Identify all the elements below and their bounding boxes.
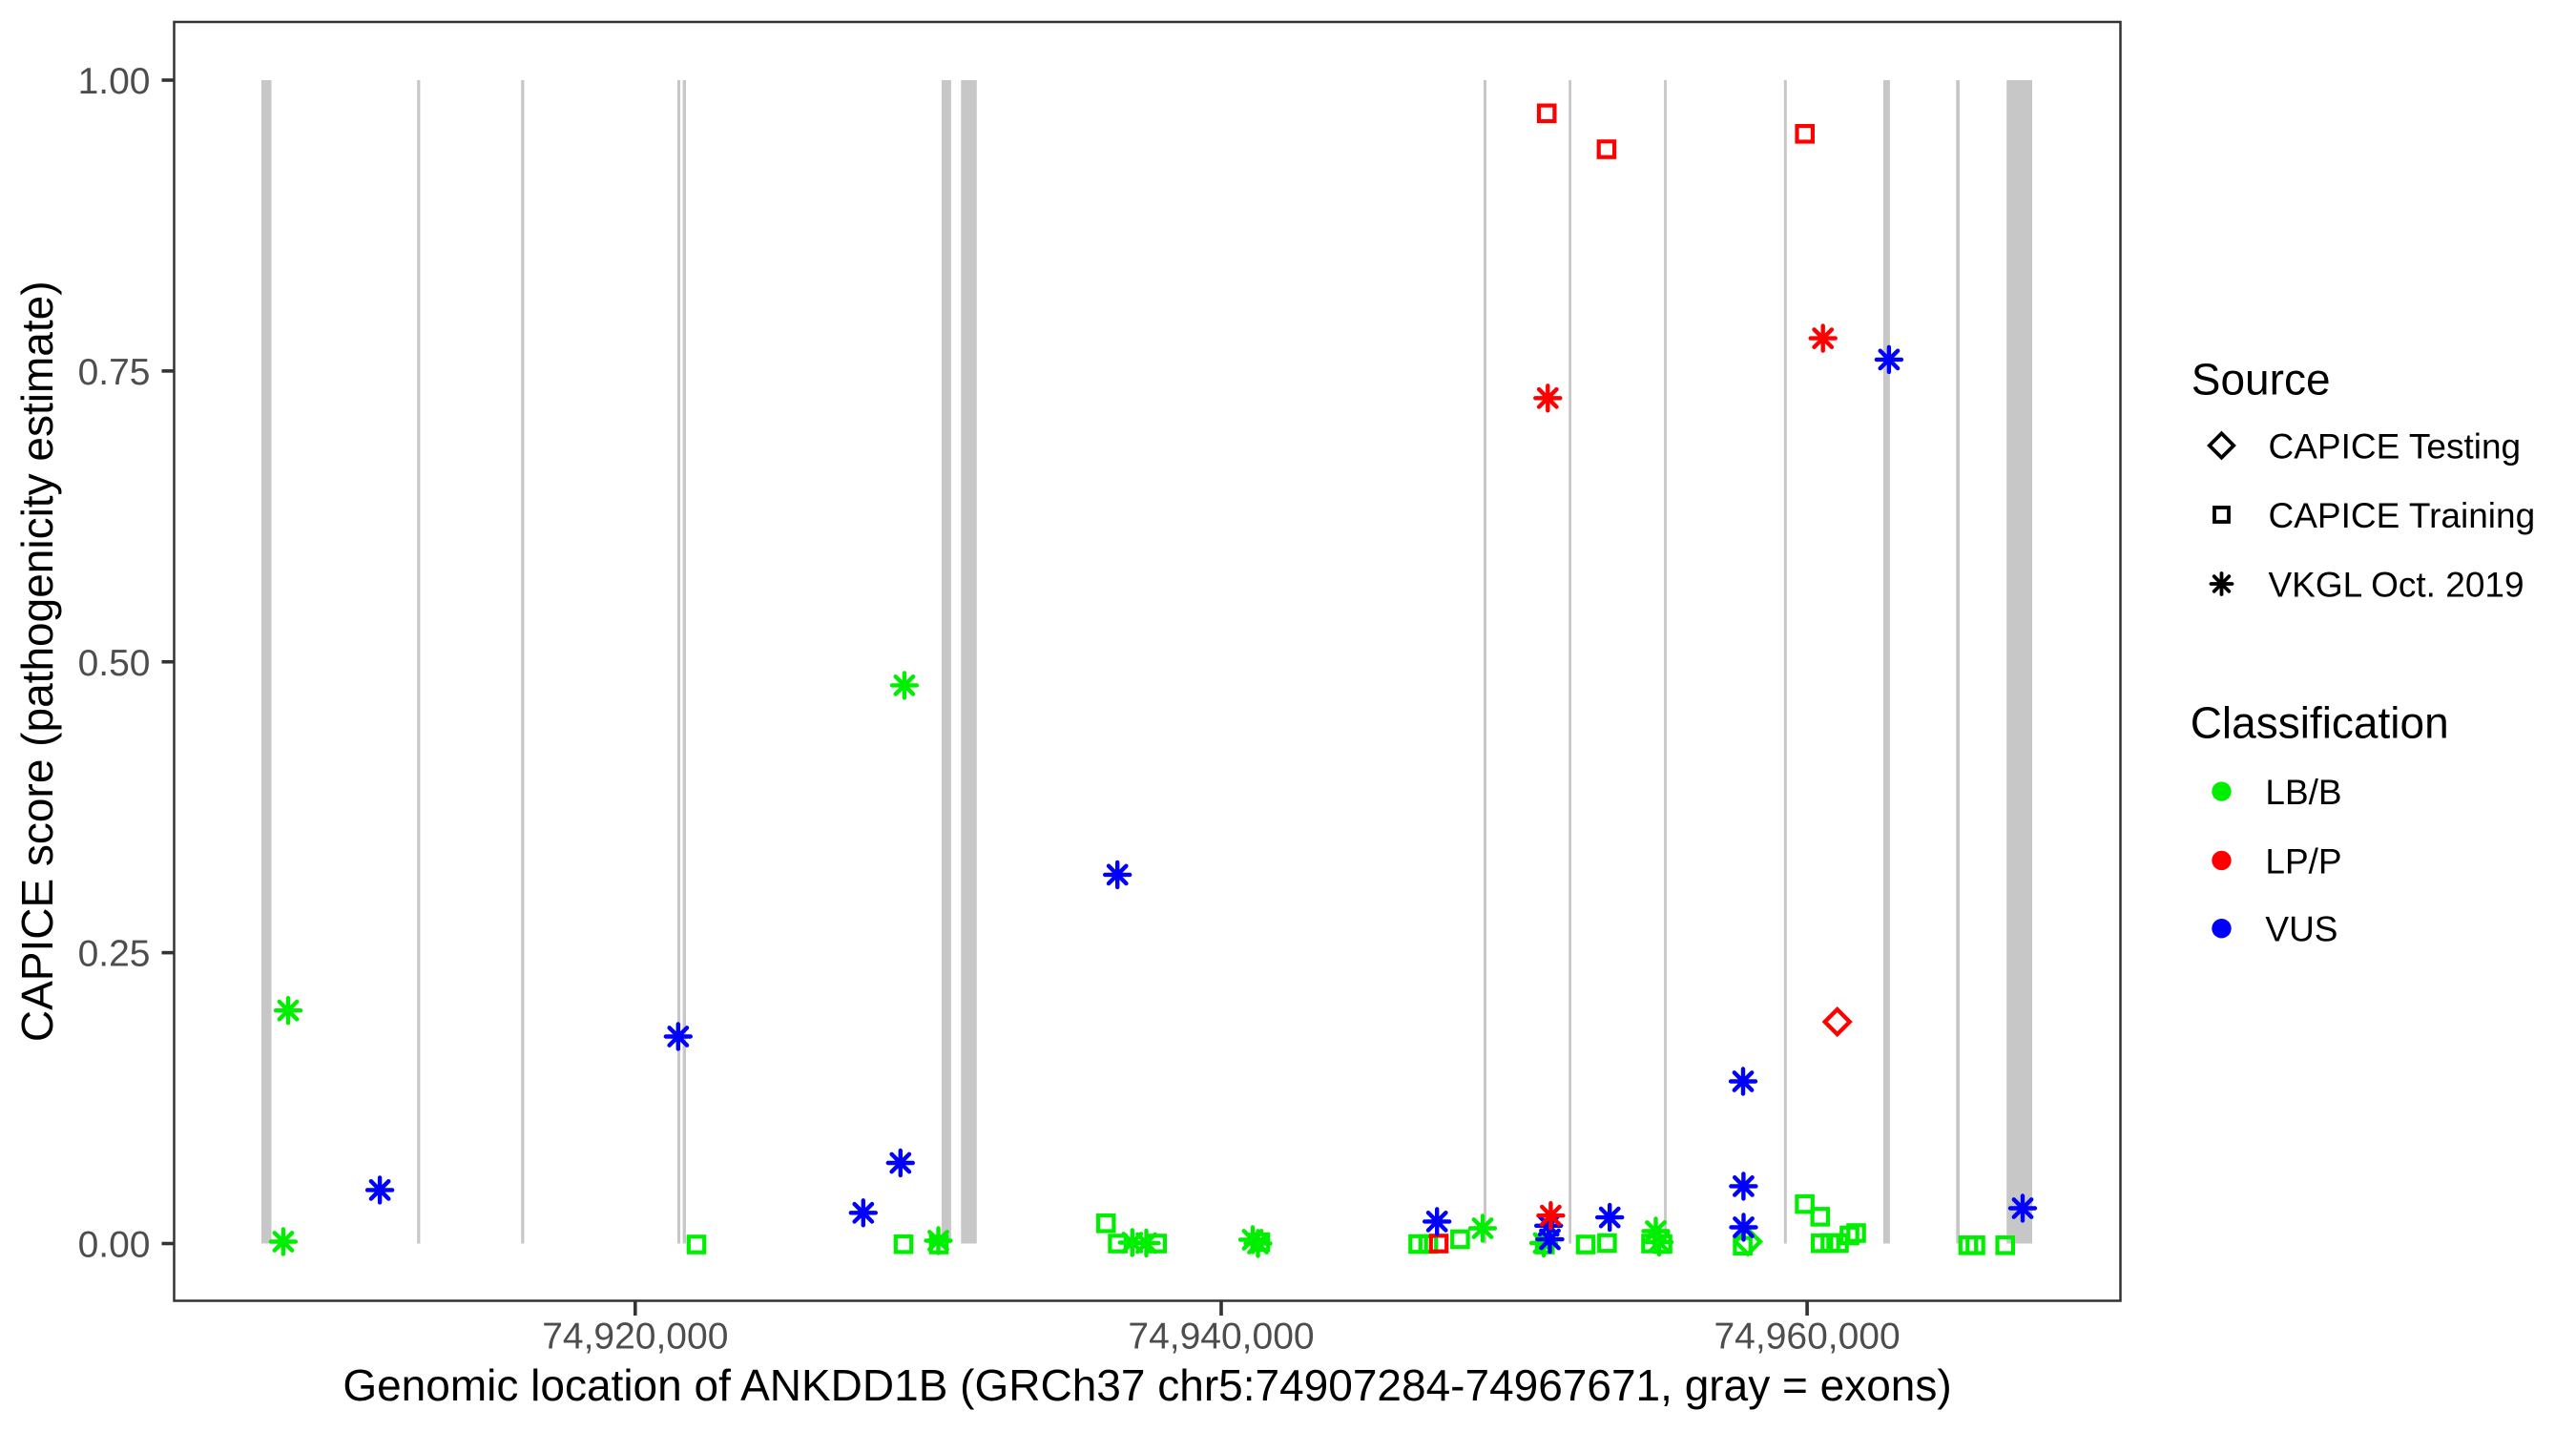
svg-text:CAPICE Training: CAPICE Training — [2269, 496, 2536, 535]
svg-text:0.75: 0.75 — [78, 352, 151, 393]
svg-text:Source: Source — [2192, 355, 2331, 404]
svg-text:74,920,000: 74,920,000 — [542, 1317, 728, 1358]
svg-text:0.50: 0.50 — [78, 643, 151, 684]
svg-text:VUS: VUS — [2265, 910, 2337, 949]
svg-text:74,940,000: 74,940,000 — [1128, 1317, 1314, 1358]
svg-text:74,960,000: 74,960,000 — [1714, 1317, 1900, 1358]
svg-text:LP/P: LP/P — [2265, 841, 2341, 881]
svg-text:CAPICE score (pathogenicity es: CAPICE score (pathogenicity estimate) — [12, 280, 62, 1042]
svg-text:Classification: Classification — [2191, 698, 2449, 748]
svg-text:CAPICE Testing: CAPICE Testing — [2269, 427, 2522, 467]
svg-text:0.00: 0.00 — [78, 1225, 151, 1266]
svg-text:Genomic location of ANKDD1B (G: Genomic location of ANKDD1B (GRCh37 chr5… — [343, 1360, 1951, 1410]
svg-text:LB/B: LB/B — [2265, 773, 2341, 812]
svg-text:0.25: 0.25 — [78, 934, 151, 975]
svg-text:VKGL Oct. 2019: VKGL Oct. 2019 — [2269, 566, 2524, 605]
svg-text:1.00: 1.00 — [78, 61, 151, 102]
